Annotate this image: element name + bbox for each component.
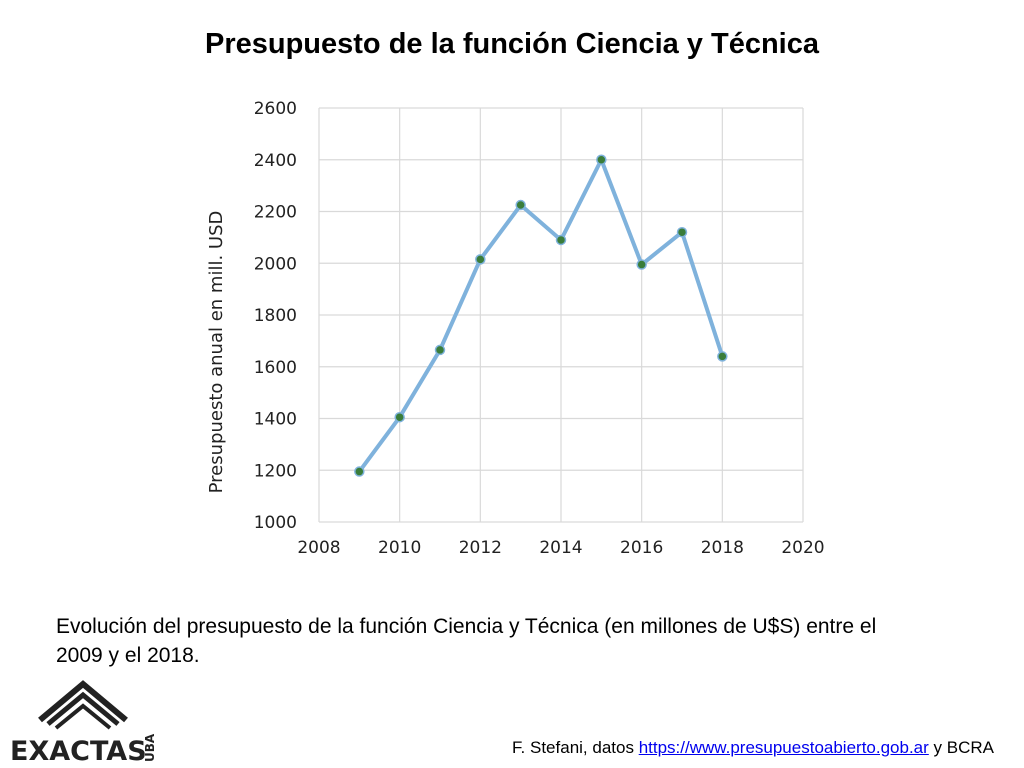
x-tick-label: 2018 xyxy=(701,538,744,558)
chart-caption: Evolución del presupuesto de la función … xyxy=(56,615,877,667)
y-axis-title: Presupuesto anual en mill. USD xyxy=(206,211,227,494)
chart-grid xyxy=(318,107,804,523)
x-tick-label: 2020 xyxy=(781,538,824,558)
data-point xyxy=(676,226,688,238)
x-tick-label: 2010 xyxy=(378,538,421,558)
data-point xyxy=(394,411,405,423)
x-tick-label: 2016 xyxy=(620,538,663,558)
page-title: Presupuesto de la función Ciencia y Técn… xyxy=(204,28,819,60)
series-line xyxy=(357,157,725,473)
data-point xyxy=(475,254,486,265)
logo-text: EXACTAS xyxy=(10,736,147,764)
source-link[interactable]: https://www.presupuestoabierto.gob.ar xyxy=(638,738,929,757)
y-tick-label: 2600 xyxy=(254,99,297,119)
data-point xyxy=(555,234,567,246)
y-tick-label: 1400 xyxy=(254,410,297,430)
source-prefix: F. Stefani, datos xyxy=(512,738,639,757)
logo-sub: UBA xyxy=(143,733,157,762)
x-tick-label: 2012 xyxy=(459,538,502,558)
y-tick-label: 2200 xyxy=(254,203,297,223)
y-tick-label: 2000 xyxy=(254,254,297,274)
data-point xyxy=(636,259,647,270)
y-tick-label: 1000 xyxy=(254,513,297,533)
exactas-uba-logo: EXACTAS UBA xyxy=(10,680,157,764)
y-tick-label: 1600 xyxy=(254,358,297,378)
y-tick-label: 2400 xyxy=(254,151,297,171)
chart-series xyxy=(354,154,728,477)
source-footer: F. Stefani, datos https://www.presupuest… xyxy=(512,738,994,758)
x-tick-label: 2014 xyxy=(539,538,582,558)
budget-line-chart: 2008 2010 2012 2014 2016 2018 2020 1000 1200 140… xyxy=(206,99,825,558)
x-tick-label: 2008 xyxy=(297,538,340,558)
source-suffix: y BCRA xyxy=(928,738,994,757)
data-point xyxy=(717,351,728,362)
data-point xyxy=(596,154,607,165)
y-tick-labels: 1000 1200 1400 1600 1800 2000 2200 2400 2600 xyxy=(254,99,297,533)
x-tick-labels: 2008 2010 2012 2014 2016 2018 2020 xyxy=(297,538,824,558)
y-tick-label: 1200 xyxy=(254,461,297,481)
data-point xyxy=(515,199,526,211)
data-point xyxy=(354,466,365,477)
y-tick-label: 1800 xyxy=(254,306,297,326)
data-point xyxy=(434,344,446,356)
